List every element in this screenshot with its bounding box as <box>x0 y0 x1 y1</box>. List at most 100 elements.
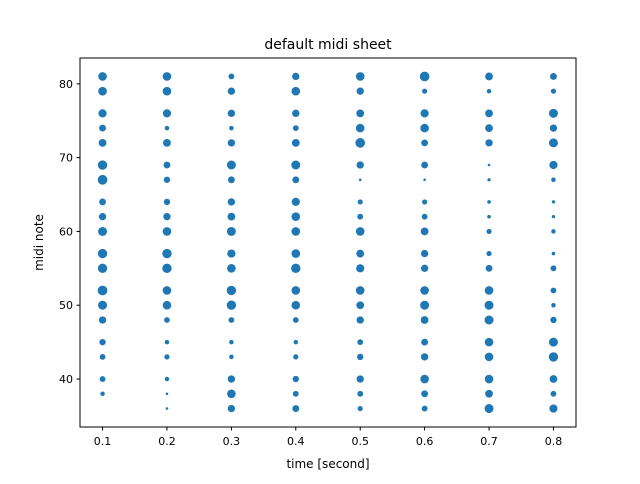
data-point <box>357 390 364 397</box>
data-point <box>548 337 558 347</box>
data-point <box>550 287 557 294</box>
data-point <box>484 404 494 414</box>
data-point <box>291 263 301 274</box>
x-tick-label: 0.5 <box>351 435 369 448</box>
y-tick-label: 50 <box>59 299 73 312</box>
data-point <box>548 352 559 362</box>
data-point <box>291 249 301 258</box>
data-point <box>420 123 429 133</box>
data-point <box>355 123 365 133</box>
data-point <box>551 215 556 219</box>
x-tick-label: 0.7 <box>480 435 498 448</box>
data-point <box>226 300 237 310</box>
data-point <box>484 286 494 295</box>
data-point <box>291 86 301 96</box>
data-point <box>292 390 299 397</box>
data-point <box>162 263 172 274</box>
data-point <box>97 285 108 296</box>
data-point <box>98 72 107 81</box>
data-point <box>420 286 429 295</box>
data-point <box>355 227 365 236</box>
data-point <box>165 407 169 410</box>
data-point <box>356 301 365 310</box>
data-point <box>355 138 366 148</box>
data-point <box>484 337 494 347</box>
x-tick-label: 0.6 <box>416 435 434 448</box>
data-point <box>162 86 172 96</box>
data-point <box>165 392 169 396</box>
data-point <box>551 302 556 308</box>
data-point <box>227 389 236 399</box>
data-point <box>484 374 494 384</box>
data-point <box>99 376 106 382</box>
data-point <box>548 138 558 148</box>
data-point <box>227 139 236 147</box>
data-point <box>420 300 430 310</box>
data-point <box>420 109 429 118</box>
y-tick-label: 70 <box>59 152 73 165</box>
data-points <box>97 71 559 414</box>
data-point <box>291 197 300 207</box>
data-point <box>355 72 365 81</box>
data-point <box>98 300 108 310</box>
data-point <box>550 316 557 324</box>
data-point <box>226 226 236 236</box>
data-point <box>421 161 429 169</box>
data-point <box>549 404 558 413</box>
data-point <box>487 200 491 204</box>
chart-title: default midi sheet <box>264 37 392 53</box>
data-point <box>98 213 107 221</box>
data-point <box>163 213 171 221</box>
data-point <box>422 88 428 94</box>
data-point <box>551 251 556 256</box>
data-point <box>484 300 494 310</box>
data-point <box>163 176 171 183</box>
data-point <box>97 248 108 259</box>
data-point <box>420 374 429 384</box>
data-point <box>162 227 172 236</box>
data-point <box>551 177 556 183</box>
data-point <box>551 229 556 234</box>
data-point <box>228 317 235 323</box>
data-point <box>549 160 558 170</box>
data-point <box>486 228 492 235</box>
x-tick-label: 0.3 <box>223 435 241 448</box>
data-point <box>420 249 429 258</box>
data-point <box>420 227 429 236</box>
data-point <box>420 264 429 272</box>
data-point <box>291 160 301 170</box>
data-point <box>229 339 234 345</box>
data-point <box>356 375 364 383</box>
data-point <box>227 87 236 95</box>
x-tick-label: 0.1 <box>94 435 112 448</box>
data-point <box>420 353 429 361</box>
data-point <box>292 109 300 118</box>
x-tick-label: 0.4 <box>287 435 305 448</box>
data-point <box>550 390 557 397</box>
data-point <box>292 405 300 412</box>
data-point <box>355 286 365 295</box>
data-point <box>226 160 236 170</box>
x-axis-label: time [second] <box>286 457 369 471</box>
data-point <box>551 200 556 204</box>
data-point <box>487 178 491 182</box>
data-point <box>99 353 106 360</box>
data-point <box>357 213 364 220</box>
data-point <box>227 264 236 273</box>
data-point <box>227 212 236 221</box>
data-point <box>550 88 557 94</box>
data-point <box>164 376 170 382</box>
data-point <box>291 212 301 221</box>
data-point <box>226 285 237 296</box>
y-tick-label: 60 <box>59 225 73 238</box>
data-point <box>419 71 430 82</box>
data-point <box>292 317 299 323</box>
data-point <box>548 108 558 118</box>
data-point <box>549 124 558 132</box>
data-point <box>97 263 108 274</box>
data-point <box>98 109 107 118</box>
data-point <box>163 198 171 206</box>
data-point <box>356 249 365 258</box>
data-point <box>485 139 493 147</box>
